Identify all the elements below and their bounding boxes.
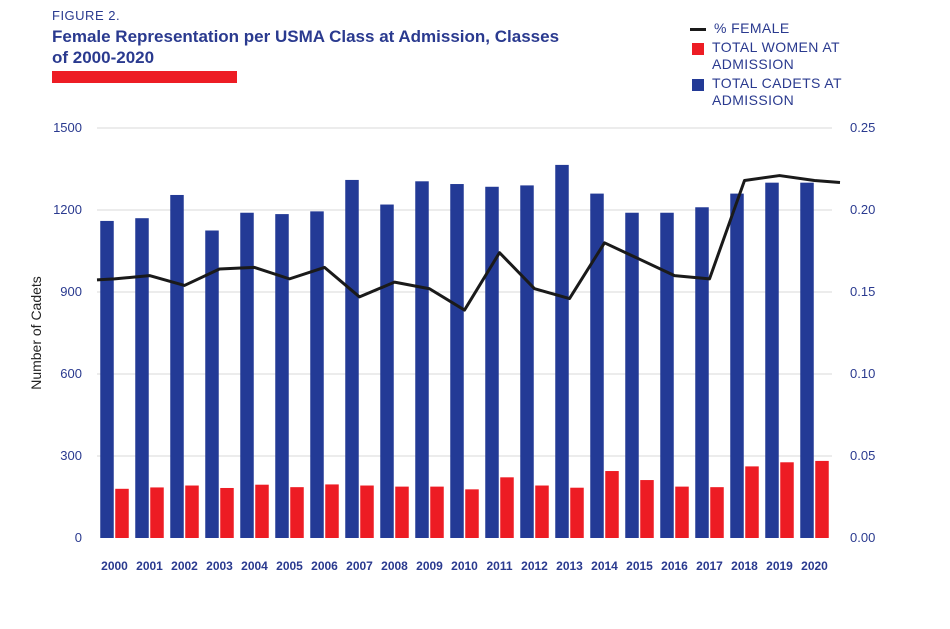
x-tick-label: 2015	[626, 559, 653, 573]
bar-total-women	[465, 489, 479, 538]
bar-total-women	[535, 485, 549, 538]
y-tick-label-left: 0	[75, 530, 82, 545]
x-tick-label: 2007	[346, 559, 373, 573]
y-tick-label-right: 0.20	[850, 202, 875, 217]
legend-label: % FEMALE	[714, 20, 790, 36]
x-tick-label: 2018	[731, 559, 758, 573]
bar-total-cadets	[625, 212, 639, 538]
bar-total-women	[640, 480, 654, 538]
legend-red-swatch	[692, 43, 704, 55]
bar-total-women	[605, 471, 619, 538]
bar-total-women	[500, 477, 514, 538]
bar-total-cadets	[695, 207, 709, 538]
y-tick-label-left: 600	[60, 366, 82, 381]
chart-title: Female Representation per USMA Class at …	[52, 27, 560, 67]
legend-label: TOTAL WOMEN AT ADMISSION	[712, 39, 840, 72]
bar-total-women	[570, 487, 584, 538]
bar-total-women	[815, 460, 829, 538]
bar-total-cadets	[345, 179, 359, 538]
y-axis-title: Number of Cadets	[28, 276, 44, 390]
x-tick-label: 2003	[206, 559, 233, 573]
title-accent-bar	[52, 71, 237, 83]
legend-item-total-women: TOTAL WOMEN AT ADMISSION	[690, 39, 940, 73]
x-tick-label: 2001	[136, 559, 163, 573]
bar-total-cadets	[450, 184, 464, 539]
x-tick-label: 2002	[171, 559, 198, 573]
x-tick-label: 2019	[766, 559, 793, 573]
bar-total-cadets	[205, 230, 219, 538]
bar-total-women	[150, 487, 164, 538]
bar-total-cadets	[800, 182, 814, 538]
bar-total-women	[220, 487, 234, 538]
legend-item-total-cadets: TOTAL CADETS AT ADMISSION	[690, 75, 940, 109]
y-tick-label-right: 0.25	[850, 120, 875, 135]
y-tick-label-right: 0.05	[850, 448, 875, 463]
bar-total-women	[185, 485, 199, 538]
bar-total-cadets	[660, 212, 674, 538]
bar-total-women	[360, 485, 374, 538]
legend-blue-swatch	[692, 79, 704, 91]
bar-total-women	[395, 486, 409, 538]
bar-total-cadets	[275, 214, 289, 538]
bar-total-cadets	[730, 193, 744, 538]
x-tick-label: 2017	[696, 559, 723, 573]
bar-total-cadets	[485, 186, 499, 538]
legend-item-percent-female: % FEMALE	[690, 20, 940, 37]
bar-total-cadets	[240, 212, 254, 538]
bar-total-women	[115, 488, 129, 538]
bar-total-women	[290, 487, 304, 538]
x-tick-label: 2012	[521, 559, 548, 573]
figure-label: FIGURE 2.	[52, 8, 121, 23]
x-tick-label: 2013	[556, 559, 583, 573]
x-tick-label: 2004	[241, 559, 268, 573]
y-tick-label-left: 1500	[53, 120, 82, 135]
x-tick-label: 2014	[591, 559, 618, 573]
x-tick-label: 2010	[451, 559, 478, 573]
bar-total-cadets	[765, 182, 779, 538]
bar-total-women	[325, 484, 339, 538]
bar-total-cadets	[100, 220, 114, 538]
x-tick-label: 2016	[661, 559, 688, 573]
y-tick-label-left: 1200	[53, 202, 82, 217]
bar-total-women	[430, 486, 444, 538]
y-tick-label-right: 0.00	[850, 530, 875, 545]
bar-total-cadets	[135, 218, 149, 538]
chart-legend: % FEMALE TOTAL WOMEN AT ADMISSION TOTAL …	[690, 20, 940, 111]
bar-total-women	[710, 487, 724, 538]
line-percent-female	[96, 174, 841, 312]
bar-total-cadets	[170, 194, 184, 538]
bar-total-women	[255, 484, 269, 538]
bar-total-cadets	[520, 185, 534, 538]
x-tick-label: 2011	[486, 559, 512, 573]
x-tick-label: 2006	[311, 559, 338, 573]
legend-label: TOTAL CADETS AT ADMISSION	[712, 75, 842, 108]
bar-total-women	[780, 462, 794, 538]
bar-total-cadets	[590, 193, 604, 538]
bar-total-cadets	[555, 164, 569, 538]
bar-total-cadets	[310, 211, 324, 538]
bar-total-cadets	[380, 204, 394, 539]
legend-line-swatch	[690, 28, 706, 31]
x-tick-label: 2020	[801, 559, 828, 573]
x-tick-label: 2008	[381, 559, 408, 573]
y-tick-label-left: 900	[60, 284, 82, 299]
y-tick-label-right: 0.15	[850, 284, 875, 299]
x-tick-label: 2009	[416, 559, 443, 573]
bar-total-cadets	[415, 181, 429, 539]
y-tick-label-right: 0.10	[850, 366, 875, 381]
x-tick-label: 2005	[276, 559, 303, 573]
y-tick-label-left: 300	[60, 448, 82, 463]
bar-total-women	[745, 466, 759, 538]
bar-total-women	[675, 486, 689, 538]
x-tick-label: 2000	[101, 559, 128, 573]
